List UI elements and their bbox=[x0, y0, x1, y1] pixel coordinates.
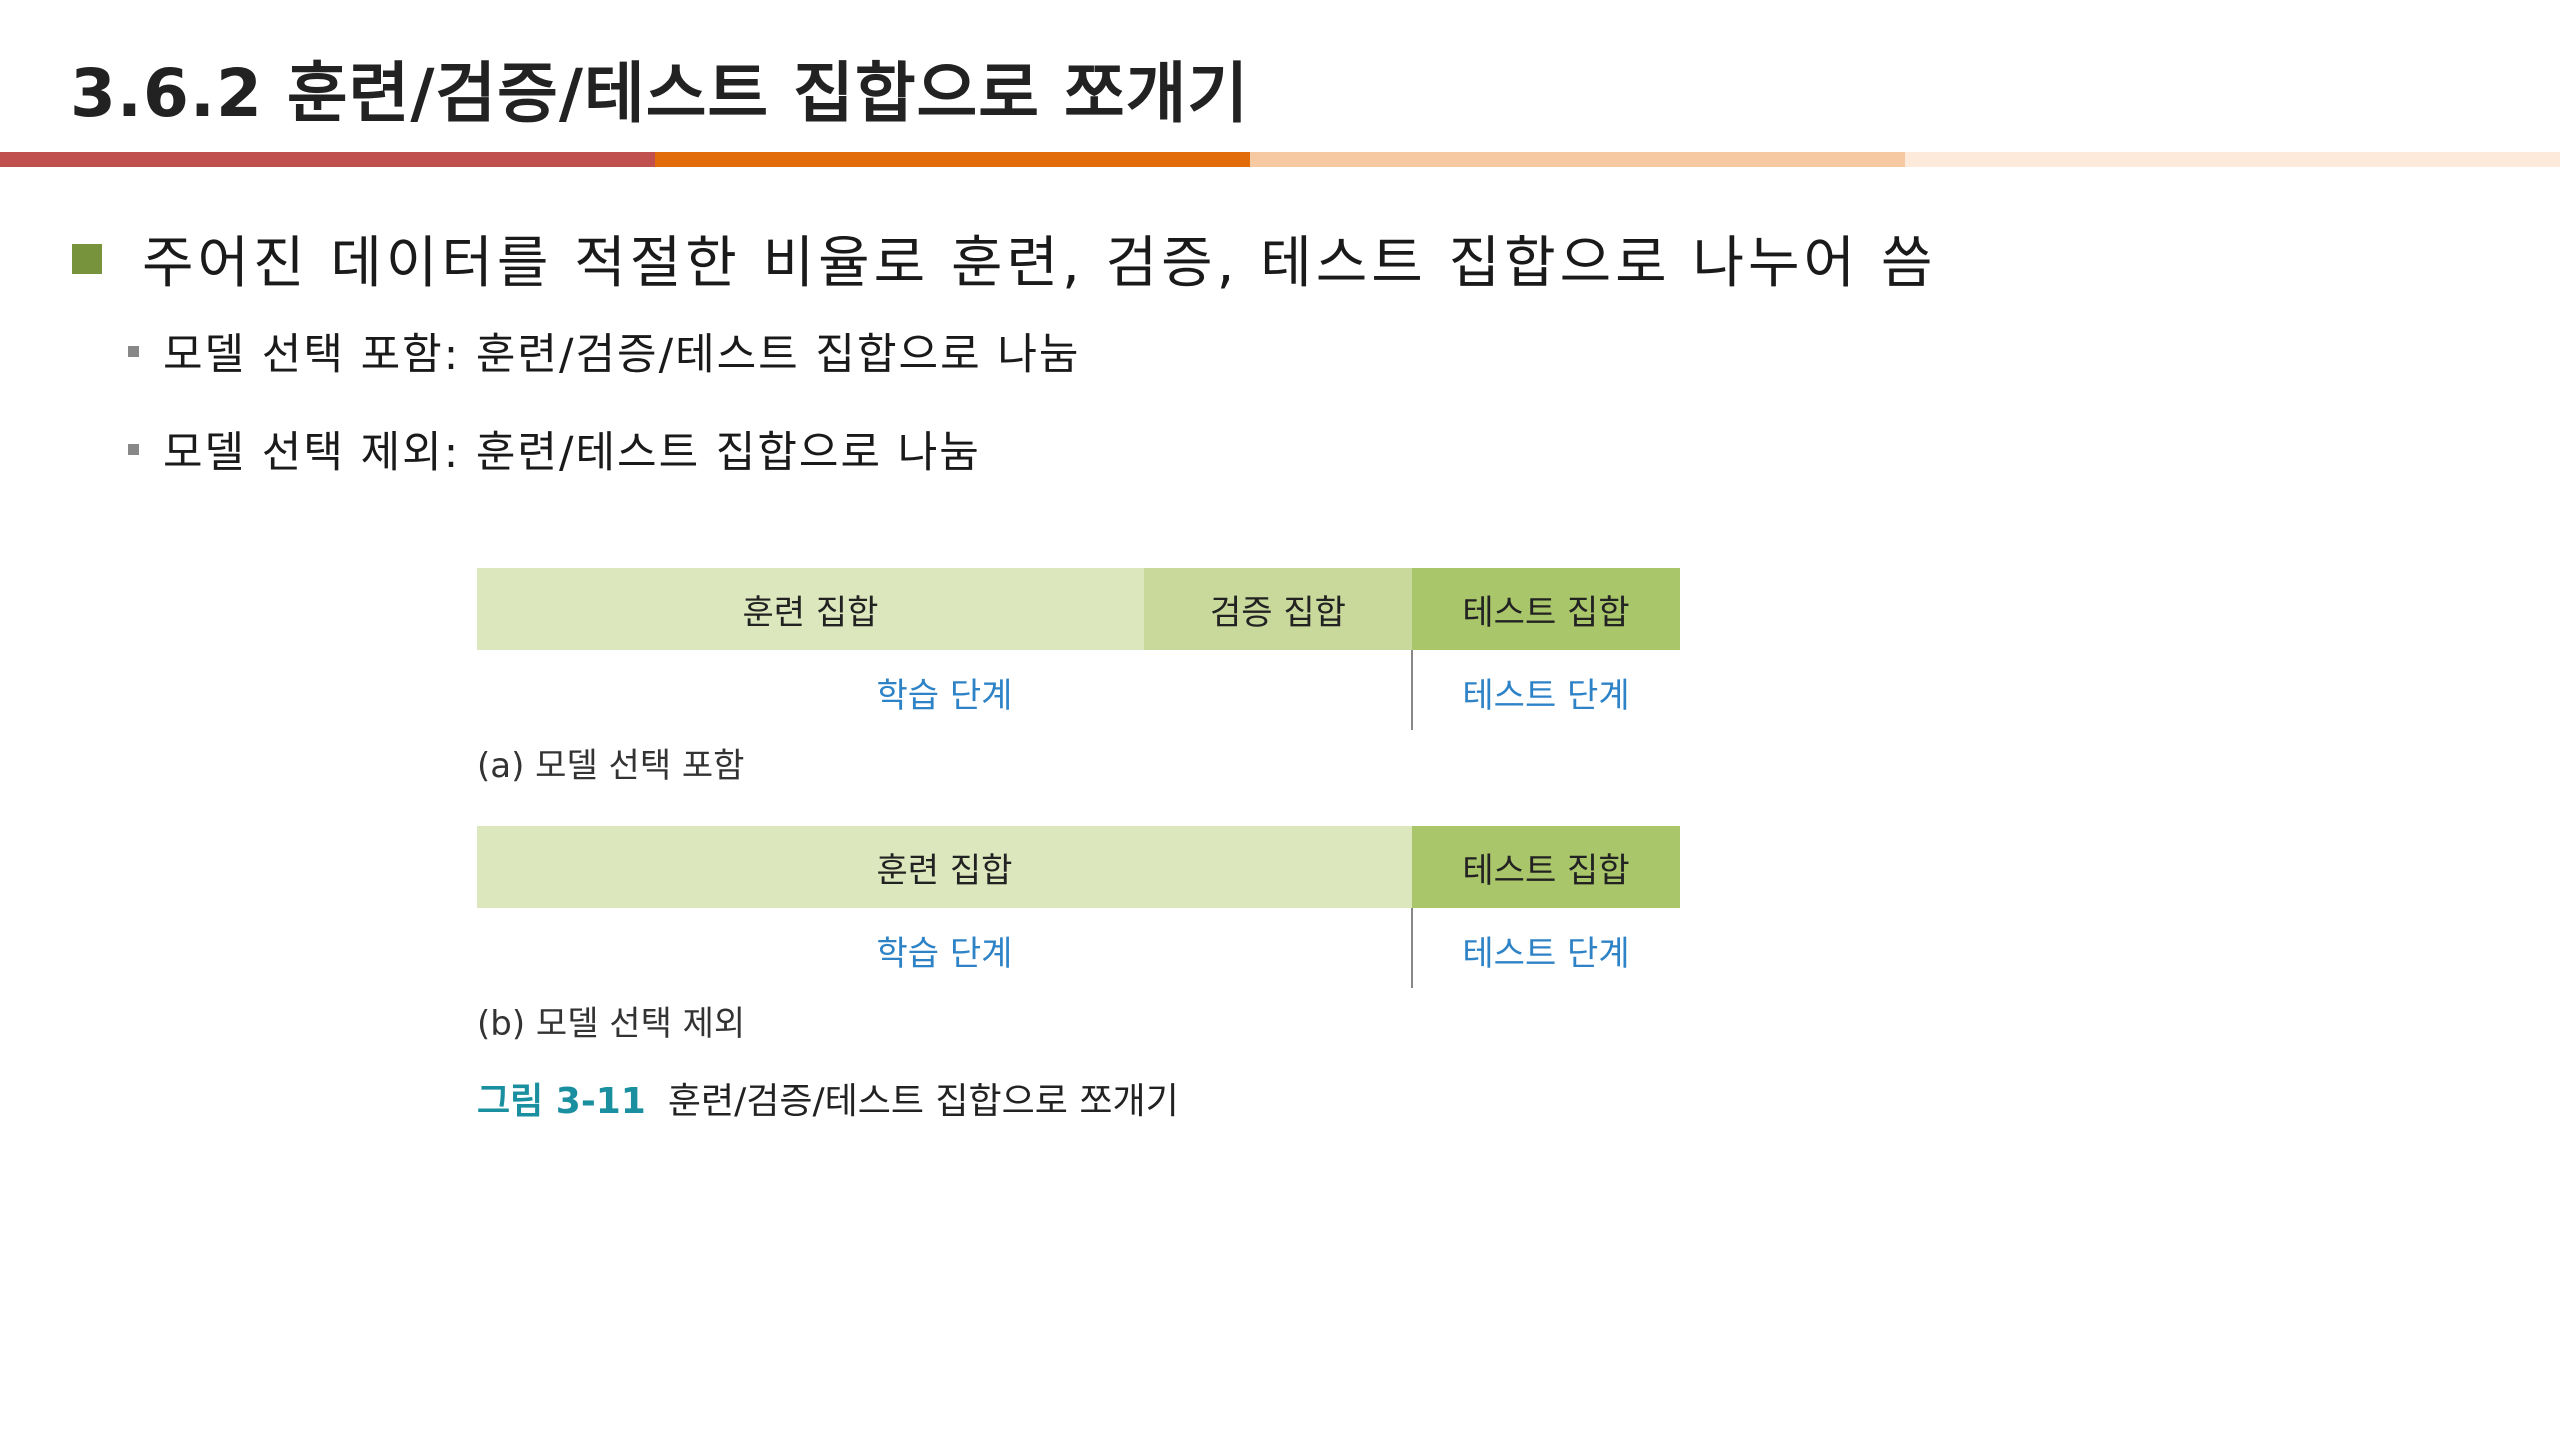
accent-segment-orange bbox=[655, 152, 1250, 167]
square-bullet-icon bbox=[72, 243, 102, 274]
sub-bullet-1: 모델 선택 포함: 훈련/검증/테스트 집합으로 나눔 bbox=[128, 320, 1080, 382]
test-phase-label: 테스트 단계 bbox=[1462, 934, 1630, 974]
sub-bullet-text: 모델 선택 제외: 훈련/테스트 집합으로 나눔 bbox=[163, 428, 981, 478]
main-bullet: 주어진 데이터를 적절한 비율로 훈련, 검증, 테스트 집합으로 나누어 씀 bbox=[72, 218, 1936, 299]
phase-divider bbox=[1411, 650, 1413, 730]
accent-segment-peach bbox=[1250, 152, 1905, 167]
figure-number: 그림 3-11 bbox=[477, 1081, 646, 1122]
training-set-cell: 훈련 집합 bbox=[477, 568, 1144, 650]
panel-a-caption: (a) 모델 선택 포함 bbox=[477, 746, 745, 786]
accent-segment-light bbox=[1905, 152, 2560, 167]
learning-phase-label: 학습 단계 bbox=[876, 676, 1013, 716]
training-set-cell: 훈련 집합 bbox=[477, 826, 1412, 908]
main-bullet-text: 주어진 데이터를 적절한 비율로 훈련, 검증, 테스트 집합으로 나누어 씀 bbox=[142, 231, 1937, 296]
validation-set-cell: 검증 집합 bbox=[1144, 568, 1412, 650]
learning-phase-label: 학습 단계 bbox=[876, 934, 1013, 974]
title-accent-bar bbox=[0, 152, 2560, 167]
dataset-split-figure: 훈련 집합 검증 집합 테스트 집합 학습 단계 테스트 단계 (a) 모델 선… bbox=[477, 568, 1680, 1128]
figure-title: 훈련/검증/테스트 집합으로 쪼개기 bbox=[667, 1081, 1179, 1122]
slide-title: 3.6.2 훈련/검증/테스트 집합으로 쪼개기 bbox=[70, 55, 1250, 132]
panel-b-caption: (b) 모델 선택 제외 bbox=[477, 1004, 746, 1044]
test-set-cell: 테스트 집합 bbox=[1412, 568, 1680, 650]
split-bar-b: 훈련 집합 테스트 집합 bbox=[477, 826, 1680, 908]
phase-divider bbox=[1411, 908, 1413, 988]
test-phase-label: 테스트 단계 bbox=[1462, 676, 1630, 716]
sub-bullet-text: 모델 선택 포함: 훈련/검증/테스트 집합으로 나눔 bbox=[163, 330, 1081, 380]
figure-caption: 그림 3-11 훈련/검증/테스트 집합으로 쪼개기 bbox=[477, 1072, 1179, 1124]
small-square-bullet-icon bbox=[128, 345, 139, 357]
split-bar-a: 훈련 집합 검증 집합 테스트 집합 bbox=[477, 568, 1680, 650]
small-square-bullet-icon bbox=[128, 443, 139, 455]
sub-bullet-2: 모델 선택 제외: 훈련/테스트 집합으로 나눔 bbox=[128, 418, 981, 480]
test-set-cell: 테스트 집합 bbox=[1412, 826, 1680, 908]
accent-segment-red bbox=[0, 152, 655, 167]
